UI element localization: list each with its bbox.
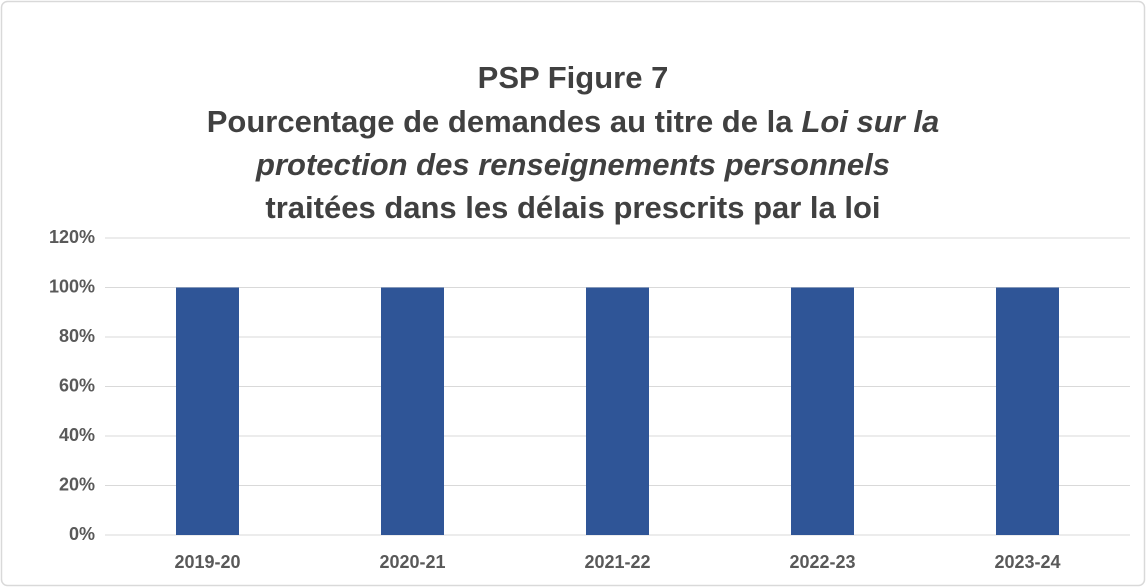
- bar: [996, 287, 1059, 535]
- y-tick-label: 0%: [69, 524, 95, 544]
- y-tick-label: 100%: [49, 276, 95, 296]
- y-tick-label: 40%: [59, 425, 95, 445]
- y-tick-label: 20%: [59, 474, 95, 494]
- x-tick-label: 2022-23: [789, 552, 855, 572]
- bar: [791, 287, 854, 535]
- chart-subtitle: protection des renseignements personnels: [255, 147, 890, 182]
- x-tick-label: 2021-22: [584, 552, 650, 572]
- subtitle-part: Pourcentage de demandes au titre de la: [207, 104, 793, 139]
- y-tick-label: 80%: [59, 326, 95, 346]
- bar: [586, 287, 649, 535]
- x-tick-label: 2019-20: [174, 552, 240, 572]
- bar: [176, 287, 239, 535]
- subtitle-part: Loi sur la: [801, 104, 939, 139]
- x-tick-label: 2023-24: [994, 552, 1060, 572]
- y-tick-label: 60%: [59, 375, 95, 395]
- chart-subtitle: traitées dans les délais prescrits par l…: [265, 190, 880, 225]
- x-tick-label: 2020-21: [379, 552, 445, 572]
- chart-subtitle: Pourcentage de demandes au titre de la Lo…: [207, 104, 940, 139]
- chart-title: PSP Figure 7: [478, 60, 669, 95]
- y-tick-label: 120%: [49, 227, 95, 247]
- bar: [381, 287, 444, 535]
